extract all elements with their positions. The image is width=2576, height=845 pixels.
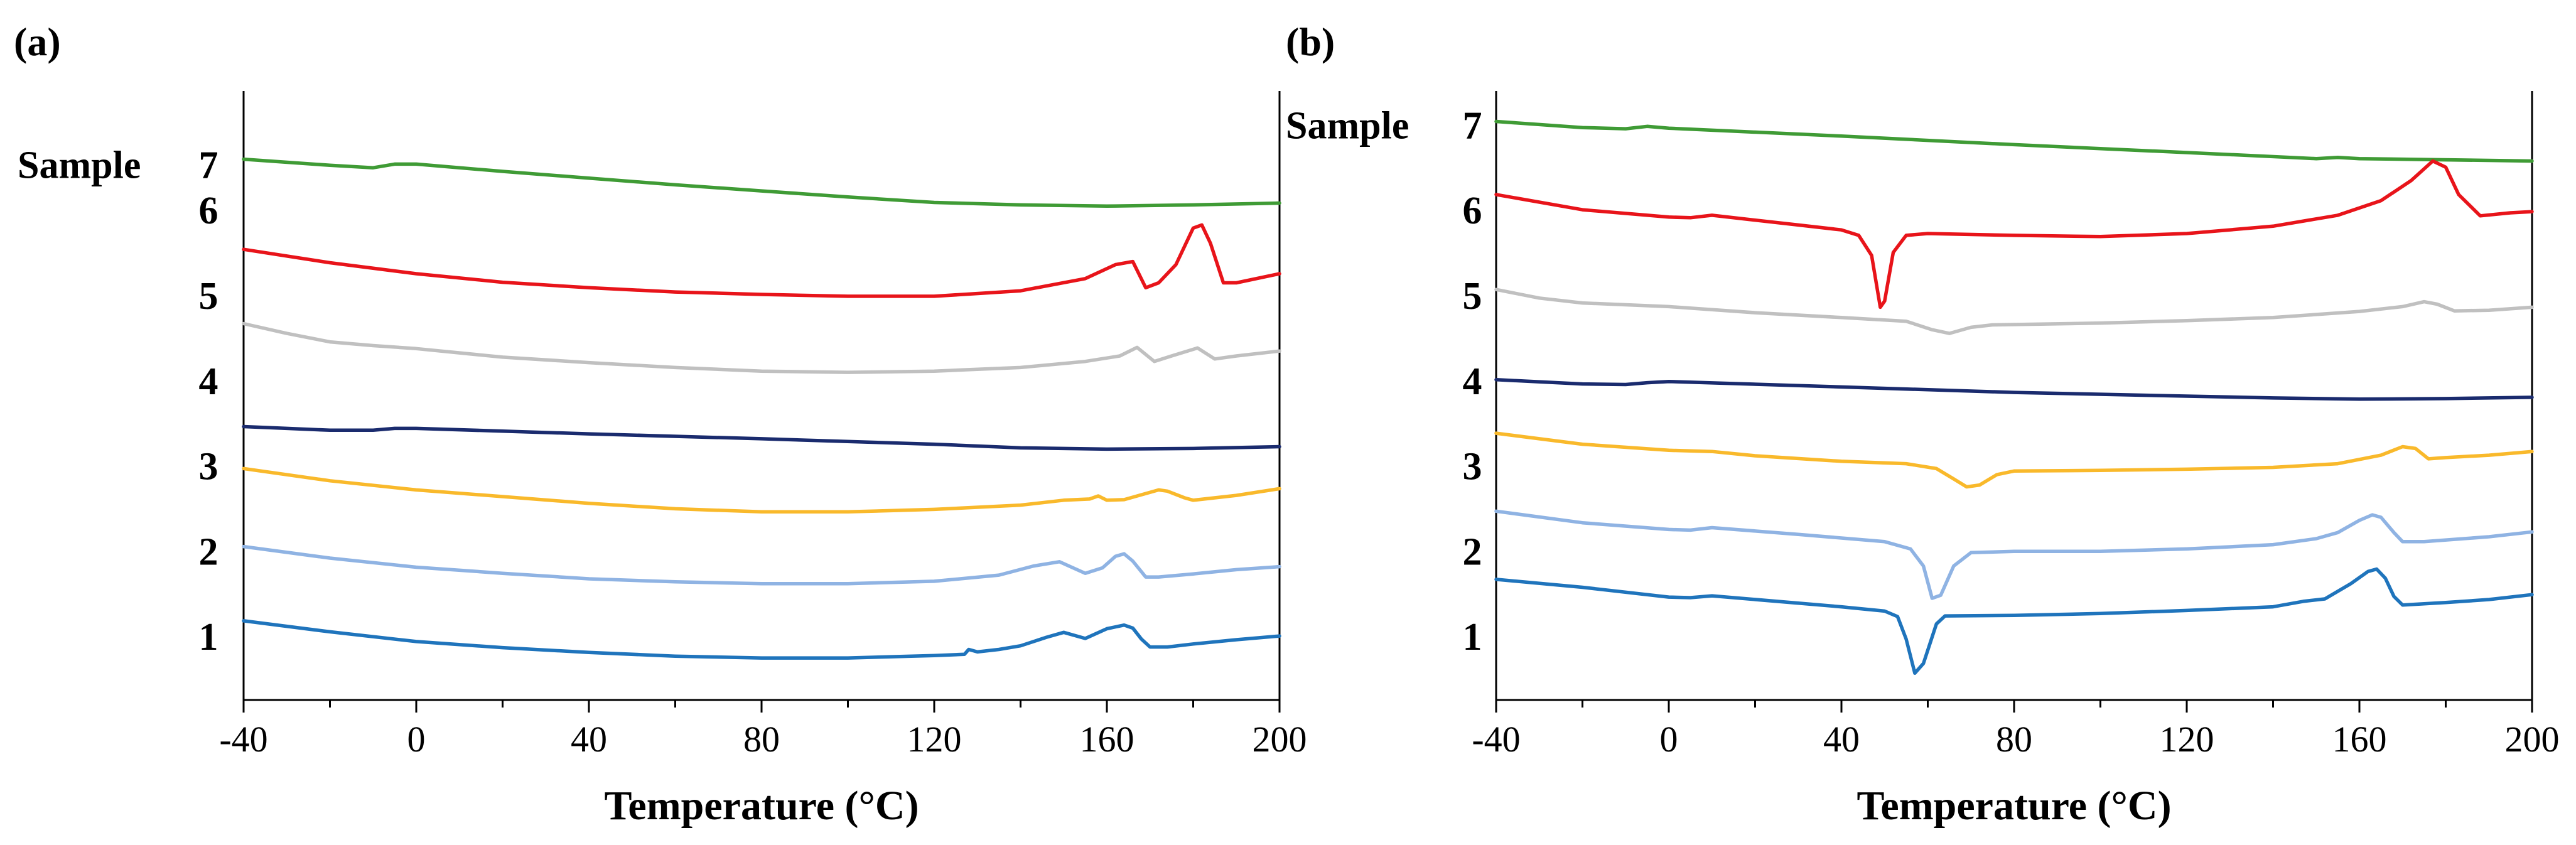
panel-a-sample-label-3: 3 (199, 446, 218, 488)
panel-a-series-sample-4 (242, 424, 1281, 451)
panel-b-series-sample-4 (1494, 378, 2534, 401)
panel-b-sample-label-6: 6 (1463, 190, 1482, 232)
panel-a-series-sample-5 (242, 321, 1281, 374)
panel-a-sample-label-4: 4 (199, 360, 218, 403)
panel-b-x-tick-label: 200 (2505, 719, 2560, 760)
panel-a-series-sample-7 (242, 157, 1281, 208)
panel-a: (a) Sample 76 5 4 3 2 1 -40 0 40 80 120 160 200 Tem… (14, 19, 1307, 829)
panel-a-sample-prefix: Sample (18, 144, 141, 186)
panel-a-series-sample-3 (242, 466, 1281, 514)
panel-b-series (1494, 119, 2534, 675)
panel-a-sample-label-6: 6 (199, 190, 218, 232)
panel-b-x-tick-label: 160 (2332, 719, 2387, 760)
panel-a-series (242, 157, 1281, 660)
panel-b-x-tick-label: 120 (2160, 719, 2214, 760)
panel-a-sample-label-5: 5 (199, 275, 218, 318)
panel-b-ticks: -40 0 40 80 120 160 200 (1472, 700, 2560, 760)
panel-a-sample-label-2: 2 (199, 530, 218, 573)
panel-b-series-sample-2 (1494, 509, 2534, 600)
panel-a-label: (a) (14, 19, 61, 64)
panel-a-sample-labels: 76 5 4 3 2 1 (199, 144, 218, 659)
panel-b-x-tick-label: 80 (1996, 719, 2032, 760)
panel-a-sample-label-1: 1 (199, 616, 218, 659)
panel-b-sample-label-1: 1 (1463, 616, 1482, 659)
panel-b-sample-labels: 7 6 5 4 3 2 1 (1463, 104, 1482, 659)
panel-a-x-axis-title: Temperature (°C) (604, 783, 919, 829)
panel-b-series-sample-5 (1494, 288, 2534, 335)
panel-a-sample-label-7: 7 (199, 144, 218, 186)
panel-b-x-tick-label: 40 (1823, 719, 1860, 760)
panel-b-sample-label-2: 2 (1463, 530, 1482, 573)
panel-b-axes (1495, 91, 2533, 701)
panel-a-axes (242, 91, 1281, 701)
panel-a-series-sample-6 (242, 223, 1281, 298)
panel-a-x-tick-label: 120 (907, 719, 962, 760)
panel-a-x-tick-label: -40 (219, 719, 267, 760)
panel-b-x-tick-label: -40 (1472, 719, 1520, 760)
panel-b-sample-prefix: Sample (1286, 104, 1409, 147)
panel-a-series-sample-2 (242, 544, 1281, 586)
panel-b-series-sample-3 (1494, 431, 2534, 489)
panel-b-x-tick-label: 0 (1660, 719, 1678, 760)
panel-a-x-tick-label: 80 (743, 719, 780, 760)
panel-a-x-tick-label: 40 (571, 719, 607, 760)
panel-a-ticks: -40 0 40 80 120 160 200 (219, 700, 1307, 760)
panel-a-x-tick-label: 200 (1253, 719, 1307, 760)
panel-b-x-axis-title: Temperature (°C) (1857, 783, 2171, 829)
panel-a-series-sample-1 (242, 619, 1281, 660)
panel-b-sample-label-5: 5 (1463, 275, 1482, 318)
panel-b-sample-label-4: 4 (1463, 360, 1482, 403)
panel-b: (b) Sample 7 6 5 4 3 2 1 -40 0 40 80 120 160 200 Tem… (1286, 19, 2560, 829)
panel-a-x-tick-label: 0 (407, 719, 426, 760)
panel-b-sample-label-7: 7 (1463, 104, 1482, 147)
panel-b-series-sample-6 (1494, 159, 2534, 309)
panel-b-sample-label-3: 3 (1463, 446, 1482, 488)
panel-b-label: (b) (1286, 19, 1335, 64)
panel-a-x-tick-label: 160 (1080, 719, 1134, 760)
panel-b-series-sample-7 (1494, 119, 2534, 163)
panel-b-series-sample-1 (1494, 567, 2534, 675)
